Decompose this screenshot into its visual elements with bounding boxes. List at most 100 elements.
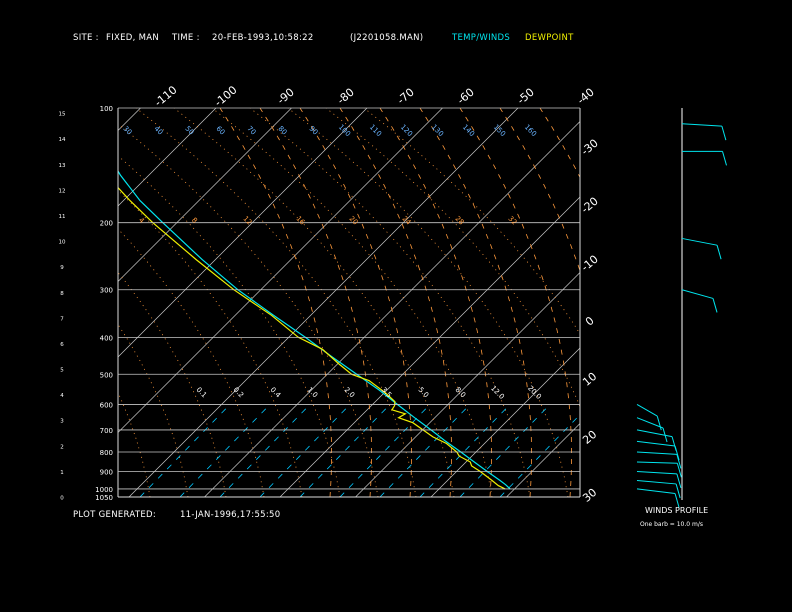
- theta-label: 50: [183, 125, 195, 137]
- isotherm: [118, 108, 217, 207]
- moist-label: 20: [347, 215, 359, 227]
- dewpoint-legend: DEWPOINT: [525, 33, 574, 43]
- dry-adiabat: [118, 391, 151, 497]
- km-label-15: 15: [59, 112, 66, 118]
- isotherm: [118, 108, 443, 433]
- pressure-label-800: 800: [100, 449, 113, 457]
- mixing-ratio-line: [299, 404, 391, 497]
- km-label-4: 4: [60, 393, 64, 399]
- km-label-6: 6: [60, 342, 64, 348]
- wind-barb-staff: [636, 417, 664, 429]
- wind-barb-flag: [676, 463, 682, 478]
- top-temp-label: -60: [455, 86, 477, 108]
- wind-barb-staff: [681, 237, 718, 246]
- theta-label: 90: [307, 125, 319, 137]
- km-label-14: 14: [59, 137, 66, 143]
- km-label-12: 12: [59, 188, 66, 194]
- mixing-ratio-line: [219, 404, 311, 497]
- moist-label: 16: [294, 215, 306, 227]
- mixing-label: 12.0: [489, 384, 506, 401]
- wind-barb-flag: [712, 298, 718, 313]
- mixing-ratio-line: [379, 404, 471, 497]
- wind-barb-flag: [662, 427, 668, 443]
- moist-label: 32: [506, 215, 518, 227]
- top-temp-label: -70: [395, 86, 417, 108]
- mixing-ratio-line: [459, 404, 551, 497]
- wind-barb-staff: [636, 479, 677, 485]
- dewpoint-profile: [118, 186, 506, 490]
- theta-label: 70: [245, 125, 257, 137]
- theta-label: 140: [461, 123, 476, 138]
- site-label: SITE :: [73, 33, 99, 43]
- theta-label: 150: [492, 123, 507, 138]
- dry-adiabat: [118, 323, 189, 497]
- right-temp-label: -20: [579, 195, 601, 217]
- isotherm: [118, 108, 292, 282]
- km-label-3: 3: [60, 419, 64, 425]
- wind-barb-staff: [681, 123, 722, 127]
- theta-label: 30: [121, 125, 133, 137]
- mixing-ratio-line: [499, 414, 580, 497]
- right-temp-label: 30: [580, 486, 599, 505]
- time-value: 20-FEB-1993,10:58:22: [212, 33, 314, 43]
- right-temp-label: -10: [579, 253, 601, 275]
- theta-label: 120: [399, 123, 414, 138]
- isotherm: [204, 121, 580, 497]
- km-label-8: 8: [60, 291, 64, 297]
- time-label: TIME :: [172, 33, 200, 43]
- plot-generated-label: PLOT GENERATED:: [73, 510, 157, 520]
- moist-label: 12: [241, 215, 253, 227]
- wind-barb-flag: [721, 125, 727, 141]
- dry-adiabat: [363, 108, 580, 335]
- mixing-label: 20.0: [526, 384, 543, 401]
- isotherm: [118, 108, 368, 358]
- isotherm: [506, 423, 580, 497]
- isotherm: [355, 272, 580, 497]
- right-temp-label: 0: [583, 314, 597, 328]
- wind-barb-staff: [636, 429, 673, 438]
- km-label-11: 11: [59, 214, 66, 220]
- isotherm: [128, 108, 519, 497]
- plot-area: [0, 108, 792, 497]
- file-name: (J2201058.MAN): [350, 33, 424, 43]
- dry-adiabat: [118, 155, 341, 497]
- isotherm: [430, 347, 580, 497]
- pressure-label-400: 400: [100, 334, 113, 342]
- theta-label: 110: [368, 123, 383, 138]
- mixing-label: 0.2: [232, 386, 246, 400]
- mixing-label: 5.0: [417, 386, 431, 400]
- right-temp-label: 10: [580, 370, 599, 389]
- isotherm: [0, 108, 65, 497]
- theta-label: 40: [152, 125, 164, 137]
- theta-label: 80: [276, 125, 288, 137]
- isotherm: [733, 108, 792, 497]
- top-temp-label: -110: [152, 83, 179, 109]
- winds-profile-note: One barb = 10.0 m/s: [640, 521, 703, 528]
- km-label-9: 9: [60, 265, 64, 271]
- km-label-0: 0: [60, 496, 64, 502]
- km-label-13: 13: [59, 163, 66, 169]
- mixing-ratio-line: [259, 404, 351, 497]
- wind-barb-flag: [716, 245, 722, 260]
- top-temp-label: -50: [515, 86, 537, 108]
- right-temp-label: 20: [580, 428, 599, 447]
- mixing-ratio-line: [139, 404, 231, 497]
- dry-adiabat: [325, 108, 580, 408]
- right-temp-label: -30: [579, 137, 601, 159]
- mixing-ratio-line: [179, 404, 271, 497]
- wind-barb-flag: [722, 151, 727, 166]
- top-temp-label: -100: [212, 83, 239, 109]
- mixing-label: 0.4: [269, 386, 283, 400]
- pressure-label-1050: 1050: [95, 494, 113, 502]
- pressure-label-1000: 1000: [95, 486, 113, 494]
- wind-barb-staff: [636, 461, 678, 464]
- wind-barb-flag: [671, 436, 677, 451]
- moist-label: 4: [137, 216, 146, 225]
- theta-label: 160: [523, 123, 538, 138]
- isotherm: [279, 196, 580, 497]
- mixing-ratio-line: [419, 404, 511, 497]
- theta-label: 130: [430, 123, 445, 138]
- temp-winds-legend: TEMP/WINDS: [452, 33, 511, 43]
- top-temp-label: -40: [575, 86, 597, 108]
